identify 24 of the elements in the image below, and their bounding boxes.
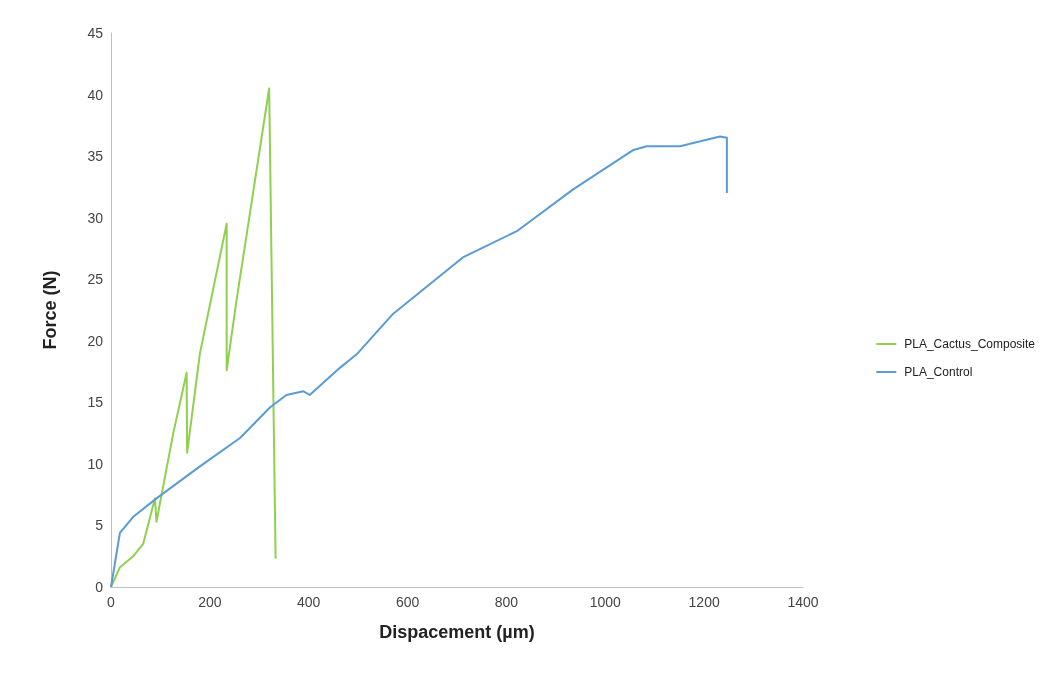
y-tick-label: 45	[87, 25, 104, 41]
x-tick-label: 800	[494, 594, 519, 610]
y-tick-label: 15	[87, 394, 104, 411]
x-tick-label: 200	[198, 594, 222, 610]
x-tick-label: 0	[107, 594, 116, 610]
y-tick-label: 25	[87, 271, 104, 288]
y-tick-label: 10	[87, 455, 104, 472]
x-tick-label: 1400	[787, 594, 819, 610]
x-tick-label: 400	[297, 594, 321, 610]
legend-label: PLA_Cactus_Composite	[904, 337, 1036, 351]
x-tick-label: 600	[395, 594, 420, 610]
y-tick-label: 20	[87, 332, 104, 349]
y-axis-title: Force (N)	[40, 270, 60, 350]
x-tick-label: 1000	[589, 594, 622, 610]
y-tick-label: 30	[87, 209, 104, 226]
line-series	[110, 87, 277, 588]
legend-label: PLA_Control	[904, 365, 973, 379]
x-axis-title: Dispacement (µm)	[379, 622, 535, 642]
y-tick-label: 35	[87, 148, 104, 165]
y-tick-label: 5	[95, 517, 104, 534]
line-series	[110, 135, 728, 588]
y-tick-label: 40	[87, 86, 104, 103]
y-tick-label: 0	[95, 579, 104, 595]
x-tick-label: 1200	[688, 594, 720, 610]
